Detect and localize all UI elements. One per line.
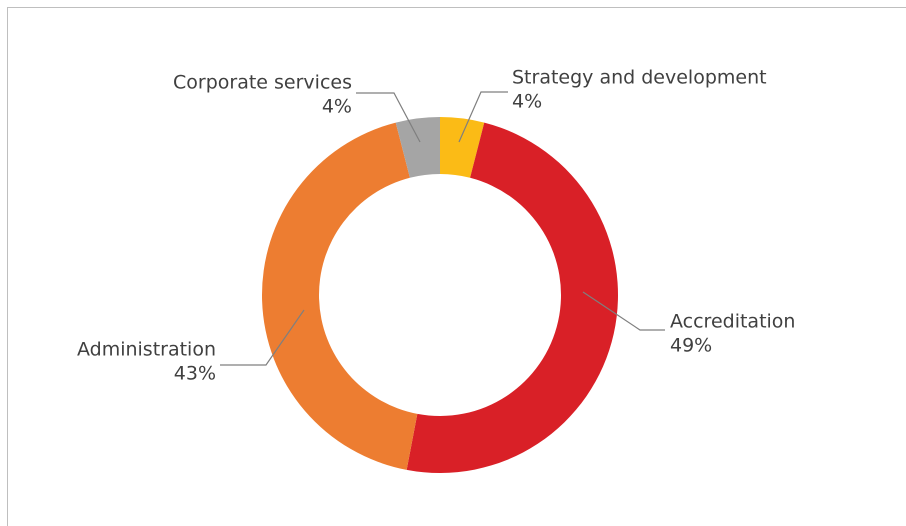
donut-slice xyxy=(261,122,418,470)
slice-value-label: 4% xyxy=(512,91,542,113)
slice-label: Administration xyxy=(77,339,216,361)
leader-line xyxy=(356,92,421,143)
chart-frame xyxy=(7,7,906,526)
donut-slice xyxy=(440,117,485,178)
slice-label: Corporate services xyxy=(173,72,352,94)
slice-value-label: 4% xyxy=(322,96,352,118)
leader-line xyxy=(582,291,665,331)
slice-label: Strategy and development xyxy=(512,67,767,89)
slice-value-label: 43% xyxy=(174,363,216,385)
leader-line xyxy=(220,309,305,366)
slice-label: Accreditation xyxy=(670,311,795,333)
leader-line xyxy=(458,91,508,143)
donut-slice xyxy=(406,122,619,474)
donut-slice xyxy=(395,117,440,178)
slice-value-label: 49% xyxy=(670,335,712,357)
